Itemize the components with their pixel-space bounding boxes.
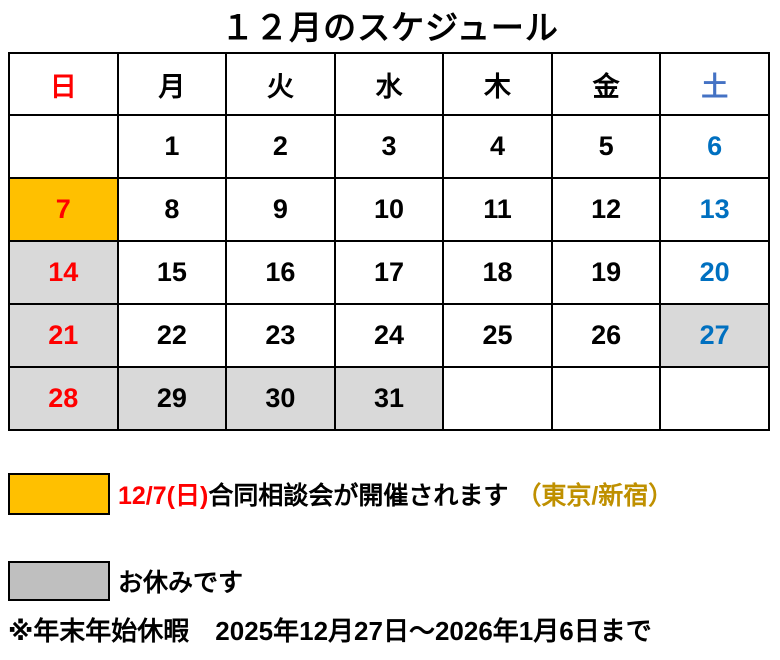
calendar-day-cell: 18 (442, 240, 553, 305)
calendar-day-cell: 9 (225, 177, 336, 242)
legend-text-part: 合同相談会が開催されます (208, 482, 509, 510)
day-header-weekday: 月 (116, 52, 228, 116)
calendar-day-cell: 22 (116, 303, 228, 368)
calendar-day-cell: 31 (333, 366, 445, 431)
calendar-header-row: 日月火水木金土 (8, 52, 770, 116)
event-legend-text: 12/7(日)合同相談会が開催されます （東京/新宿） (118, 476, 673, 512)
holiday-legend-text: お休みです (118, 569, 244, 597)
calendar-day-cell: 15 (116, 240, 228, 305)
day-header-weekday: 水 (333, 52, 445, 116)
calendar-day-cell: 6 (659, 114, 770, 179)
calendar-empty-cell (550, 366, 662, 431)
legend-text-part: （東京/新宿） (516, 482, 674, 510)
calendar-day-cell: 20 (659, 240, 770, 305)
calendar-day-cell: 4 (442, 114, 553, 179)
calendar-day-cell: 7 (8, 177, 119, 242)
calendar-day-cell: 26 (550, 303, 662, 368)
page-title: １２月のスケジュール (221, 9, 559, 46)
day-header-weekday: 火 (225, 52, 336, 116)
calendar-empty-cell (659, 366, 770, 431)
calendar-day-cell: 21 (8, 303, 119, 368)
calendar-empty-cell (442, 366, 553, 431)
calendar-day-cell: 27 (659, 303, 770, 368)
calendar-day-cell: 19 (550, 240, 662, 305)
day-header-sat-header: 土 (659, 52, 770, 116)
calendar-day-cell: 24 (333, 303, 445, 368)
calendar-day-cell: 3 (333, 114, 445, 179)
day-header-weekday: 木 (442, 52, 553, 116)
legend-text-part: 12/7(日) (118, 482, 209, 510)
calendar-week-row: 7 8 9 10 11 12 13 (8, 177, 770, 242)
calendar-day-cell: 13 (659, 177, 770, 242)
legend-event: 12/7(日)合同相談会が開催されます （東京/新宿） (8, 473, 780, 515)
calendar-day-cell: 8 (116, 177, 228, 242)
calendar-day-cell: 30 (225, 366, 336, 431)
day-header-weekday: 金 (550, 52, 662, 116)
calendar-day-cell: 11 (442, 177, 553, 242)
calendar-week-row: 21 22 23 24 25 26 27 (8, 303, 770, 368)
calendar-day-cell: 14 (8, 240, 119, 305)
calendar-day-cell: 17 (333, 240, 445, 305)
calendar-day-cell: 2 (225, 114, 336, 179)
calendar-day-cell: 10 (333, 177, 445, 242)
day-header-sun-header: 日 (8, 52, 119, 116)
event-swatch (8, 473, 110, 515)
calendar-day-cell: 16 (225, 240, 336, 305)
calendar-week-row: 14 15 16 17 18 19 20 (8, 240, 770, 305)
calendar-day-cell: 29 (116, 366, 228, 431)
december-calendar: 日月火水木金土 1 2 3 4 5 6 7 8 9 10 11 12 13 14 15 16 17 18 19 20 2… (8, 52, 770, 431)
legend-holiday: お休みです (8, 561, 780, 601)
calendar-day-cell: 5 (550, 114, 662, 179)
calendar-day-cell: 25 (442, 303, 553, 368)
calendar-empty-cell (8, 114, 119, 179)
calendar-body: 1 2 3 4 5 6 7 8 9 10 11 12 13 14 15 16 17 18 19 20 21 22 23 24 2… (8, 114, 770, 431)
calendar-day-cell: 12 (550, 177, 662, 242)
year-end-holiday-note: ※年末年始休暇 2025年12月27日～2026年1月6日まで (8, 616, 652, 646)
calendar-day-cell: 1 (116, 114, 228, 179)
calendar-day-cell: 23 (225, 303, 336, 368)
calendar-day-cell: 28 (8, 366, 119, 431)
calendar-week-row: 28 29 30 31 (8, 366, 770, 431)
holiday-swatch (8, 561, 110, 601)
